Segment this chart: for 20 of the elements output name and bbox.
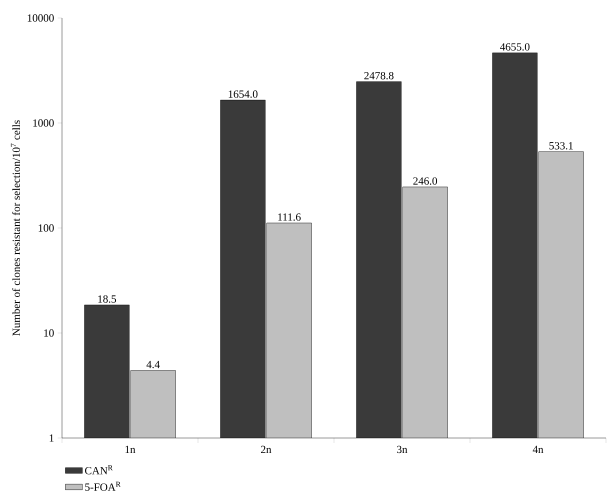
data-label: 246.0 [413,177,438,185]
y-tick-label: 100 [38,224,54,232]
y-tick-label: 10 [44,329,54,337]
y-tick-label: 10000 [28,14,54,22]
legend-label: CAN$^{R}$ [85,465,113,474]
x-tick-label: 1n [125,446,136,453]
y-tick-label: 1000 [33,119,54,127]
data-label: 4.4 [146,360,160,368]
data-label: 18.5 [98,295,116,303]
data-label: 533.1 [549,142,573,150]
y-axis-title: Number of clones resistant for selection/10$^{7}$ cells [10,120,20,336]
x-tick-label: 3n [397,446,408,454]
x-tick-label: 4n [532,446,544,453]
data-label: 1654.0 [228,90,258,98]
data-label: 2478.8 [364,72,394,80]
data-label: 4655.0 [500,43,530,51]
data-label: 111.6 [278,213,301,221]
legend-label: 5-FOA$^{R}$ [85,482,121,491]
y-tick-label: 1 [50,434,54,442]
x-tick-label: 2n [261,446,272,454]
